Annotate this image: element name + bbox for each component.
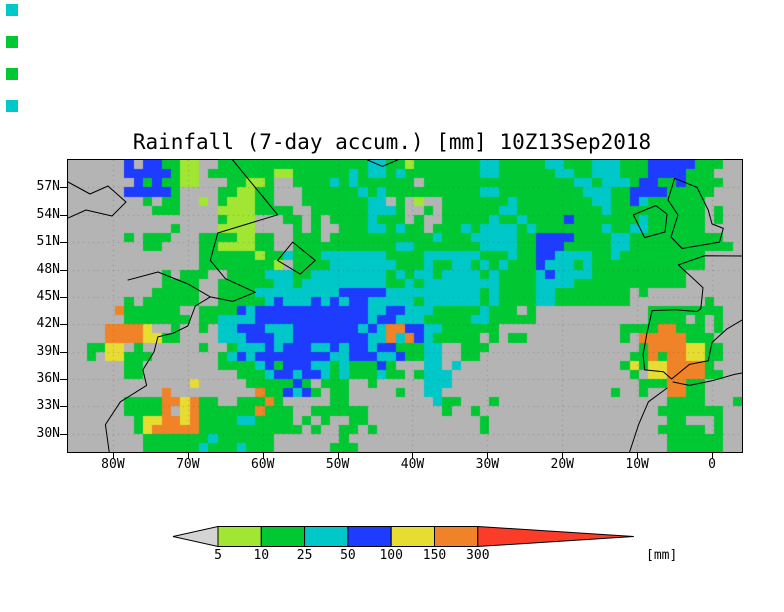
coastline-st-lawrence	[127, 271, 211, 298]
lon-tick-mark	[263, 453, 264, 459]
colorbar-segment	[217, 526, 262, 547]
coastline-europe-iberia	[642, 255, 742, 380]
lat-tick-label: 33N	[36, 398, 60, 414]
lon-tick-label: 10W	[625, 457, 649, 472]
lat-tick-mark	[60, 270, 67, 271]
lon-tick-mark	[188, 453, 189, 459]
lon-tick-label: 80W	[101, 457, 125, 472]
colorbar-segment	[390, 526, 435, 547]
edge-color-mark	[6, 100, 18, 112]
lat-tick-mark	[60, 406, 67, 407]
lat-tick-label: 39N	[36, 343, 60, 359]
edge-color-mark	[6, 36, 18, 48]
coastline-britain	[667, 177, 724, 249]
coastline-newfoundland	[277, 241, 316, 275]
lat-tick-label: 42N	[36, 316, 60, 332]
lon-tick-mark	[562, 453, 563, 459]
lat-tick-label: 51N	[36, 234, 60, 250]
lon-tick-label: 0	[708, 457, 716, 472]
colorbar-segment	[434, 526, 479, 547]
colorbar-above-arrow	[477, 526, 634, 548]
coastline-africa-atlantic	[629, 387, 668, 452]
coastline-greenland-tip	[367, 160, 398, 167]
colorbar-tick-label: 50	[340, 548, 356, 563]
rainfall-shading-canvas	[68, 160, 742, 452]
map-plot-area	[67, 159, 743, 453]
lat-tick-mark	[60, 324, 67, 325]
colorbar-unit-label: [mm]	[646, 548, 678, 563]
lat-tick-mark	[60, 242, 67, 243]
lon-tick-label: 20W	[550, 457, 575, 472]
colorbar-tick-label: 5	[214, 548, 222, 563]
coastline-overlay	[68, 160, 742, 452]
chart-title: Rainfall (7-day accum.) [mm] 10Z13Sep201…	[132, 130, 652, 154]
lon-tick-label: 50W	[325, 457, 350, 472]
lon-tick-label: 40W	[400, 457, 425, 472]
colorbar	[172, 526, 634, 548]
lat-tick-mark	[60, 297, 67, 298]
colorbar-below-arrow	[172, 526, 219, 548]
lon-tick-mark	[712, 453, 713, 459]
colorbar-tick-label: 10	[253, 548, 270, 563]
lat-tick-mark	[60, 434, 67, 435]
colorbar-tick-label: 150	[422, 548, 447, 563]
lat-tick-mark	[60, 379, 67, 380]
lon-tick-label: 60W	[250, 457, 275, 472]
lon-tick-label: 70W	[176, 457, 200, 472]
lon-tick-mark	[113, 453, 114, 459]
colorbar-segment	[347, 526, 392, 547]
lat-tick-mark	[60, 187, 67, 188]
edge-color-mark	[6, 68, 18, 80]
lat-tick-label: 36N	[36, 371, 60, 386]
coastline-africa-mediterranean	[672, 372, 742, 386]
colorbar-segment	[304, 526, 349, 547]
lat-tick-mark	[60, 215, 67, 216]
coastline-ireland	[632, 205, 668, 239]
coastline-quebec-interior	[68, 181, 127, 219]
colorbar-tick-label: 100	[379, 548, 403, 563]
lon-tick-mark	[637, 453, 638, 459]
colorbar-tick-label: 300	[466, 548, 490, 563]
lon-tick-mark	[487, 453, 488, 459]
coastline-north-america	[104, 160, 279, 452]
colorbar-tick-label: 25	[296, 548, 313, 563]
lat-tick-label: 45N	[36, 288, 60, 304]
lat-tick-label: 48N	[36, 261, 60, 277]
lat-tick-label: 54N	[36, 206, 60, 222]
edge-color-mark	[6, 4, 18, 16]
lat-tick-mark	[60, 352, 67, 353]
lon-tick-label: 30W	[475, 457, 500, 472]
lon-tick-mark	[412, 453, 413, 459]
lon-tick-mark	[338, 453, 339, 459]
colorbar-segment	[260, 526, 306, 547]
lat-tick-label: 30N	[36, 425, 60, 441]
lat-tick-label: 57N	[36, 179, 60, 195]
